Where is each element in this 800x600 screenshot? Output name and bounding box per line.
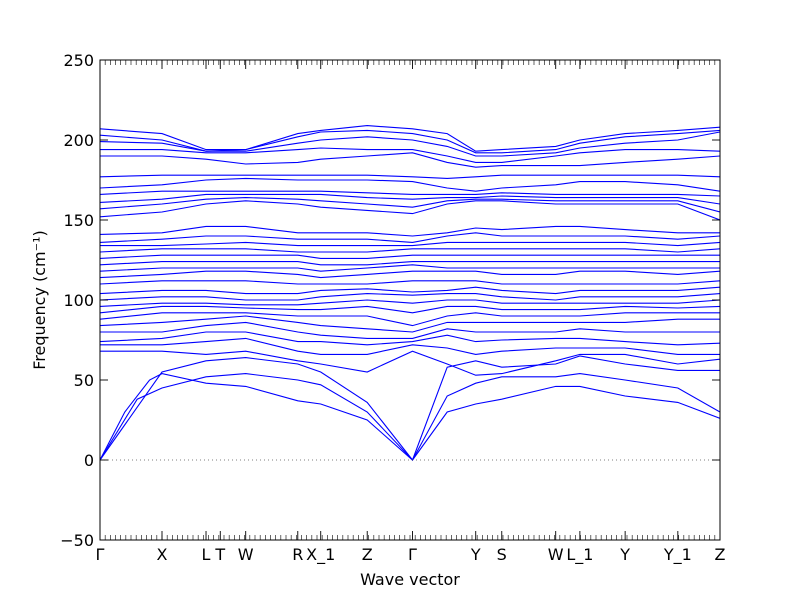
band-line-12 bbox=[100, 293, 720, 301]
y-tick-label: −50 bbox=[60, 531, 94, 550]
x-tick-label-5: W bbox=[238, 545, 254, 564]
x-tick-label-9: Γ bbox=[408, 545, 417, 564]
y-tick-label: 250 bbox=[63, 51, 94, 70]
band-line-8 bbox=[100, 315, 720, 333]
band-line-25 bbox=[100, 193, 720, 205]
x-axis-label: Wave vector bbox=[360, 570, 460, 589]
band-lines bbox=[100, 125, 720, 462]
band-line-5 bbox=[100, 337, 720, 355]
y-tick-label: 100 bbox=[63, 291, 94, 310]
y-tick-label: 150 bbox=[63, 211, 94, 230]
x-tick-label-6: R bbox=[292, 545, 303, 564]
band-line-28 bbox=[100, 174, 720, 179]
band-line-14 bbox=[100, 280, 720, 285]
band-line-24 bbox=[100, 197, 720, 213]
x-tick-label-15: Y_1 bbox=[663, 545, 692, 565]
band-line-18 bbox=[100, 254, 720, 259]
band-line-13 bbox=[100, 286, 720, 295]
plot-area bbox=[100, 60, 720, 540]
band-line-15 bbox=[100, 270, 720, 279]
x-tick-label-12: W bbox=[548, 545, 564, 564]
band-line-3 bbox=[100, 355, 720, 462]
x-tick-label-8: Z bbox=[362, 545, 373, 564]
band-line-6 bbox=[100, 331, 720, 346]
band-line-27 bbox=[100, 177, 720, 192]
band-line-19 bbox=[100, 248, 720, 253]
band-line-21 bbox=[100, 232, 720, 243]
band-line-4 bbox=[100, 350, 720, 376]
x-tick-label-10: Y bbox=[470, 545, 481, 564]
plot-frame bbox=[99, 59, 721, 541]
x-tick-label-4: T bbox=[214, 545, 225, 564]
y-axis-label: Frequency (cm⁻¹) bbox=[30, 230, 49, 369]
band-line-32 bbox=[100, 129, 720, 154]
band-line-11 bbox=[100, 299, 720, 307]
x-tick-label-14: Y bbox=[619, 545, 630, 564]
band-line-20 bbox=[100, 241, 720, 247]
band-line-22 bbox=[100, 225, 720, 237]
band-line-30 bbox=[100, 147, 720, 163]
band-line-31 bbox=[100, 131, 720, 157]
band-line-33 bbox=[100, 125, 720, 152]
band-line-10 bbox=[100, 305, 720, 314]
minor-ticks bbox=[99, 60, 721, 540]
band-line-26 bbox=[100, 190, 720, 197]
band-line-9 bbox=[100, 312, 720, 327]
y-tick-label: 0 bbox=[84, 451, 94, 470]
x-tick-label-3: L bbox=[202, 545, 211, 564]
band-line-29 bbox=[100, 152, 720, 168]
x-tick-label-7: X_1 bbox=[306, 545, 335, 565]
y-tick-label: 200 bbox=[63, 131, 94, 150]
band-line-17 bbox=[100, 261, 720, 266]
x-tick-label-1: Γ bbox=[96, 545, 105, 564]
y-tick-label: 50 bbox=[74, 371, 94, 390]
band-line-23 bbox=[100, 200, 720, 221]
x-tick-label-2: X bbox=[157, 545, 168, 564]
y-ticks: −50 0 50 100 150 200 250 bbox=[60, 51, 720, 550]
x-ticks: Γ X L T W R X_1 Z Γ Y S W L_1 Y Y_1 Z bbox=[96, 60, 726, 565]
x-tick-label-11: S bbox=[497, 545, 507, 564]
band-line-16 bbox=[100, 264, 720, 272]
x-tick-label-16: Z bbox=[715, 545, 726, 564]
band-line-7 bbox=[100, 321, 720, 339]
x-tick-label-13: L_1 bbox=[566, 545, 593, 565]
